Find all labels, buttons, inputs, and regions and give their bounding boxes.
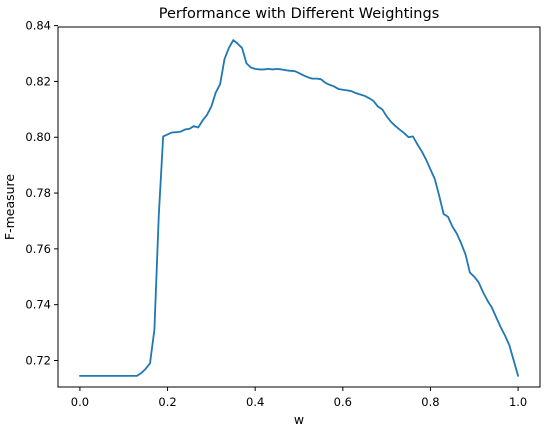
y-tick-label: 0.84 [25, 19, 51, 33]
axis-ticks: 0.0 0.2 0.4 0.6 0.8 1.0 0.72 0.74 0.76 0.78 0.80 0.… [25, 19, 527, 409]
y-tick-label: 0.82 [25, 74, 51, 88]
x-tick-label: 1.0 [509, 395, 527, 409]
y-tick-label: 0.72 [25, 353, 51, 367]
series-line [79, 39, 519, 377]
x-tick-label: 0.4 [246, 395, 264, 409]
x-tick-label: 0.2 [158, 395, 176, 409]
y-tick-label: 0.78 [25, 186, 51, 200]
chart-title: Performance with Different Weightings [159, 6, 440, 22]
y-tick-label: 0.80 [25, 130, 51, 144]
x-tick-label: 0.6 [334, 395, 352, 409]
plot-area-frame [57, 26, 541, 388]
y-axis-label: F-measure [2, 174, 17, 241]
y-tick-label: 0.76 [25, 242, 51, 256]
x-axis-label: w [294, 412, 304, 427]
x-tick-label: 0.8 [421, 395, 439, 409]
x-tick-label: 0.0 [71, 395, 89, 409]
y-tick-label: 0.74 [25, 298, 51, 312]
